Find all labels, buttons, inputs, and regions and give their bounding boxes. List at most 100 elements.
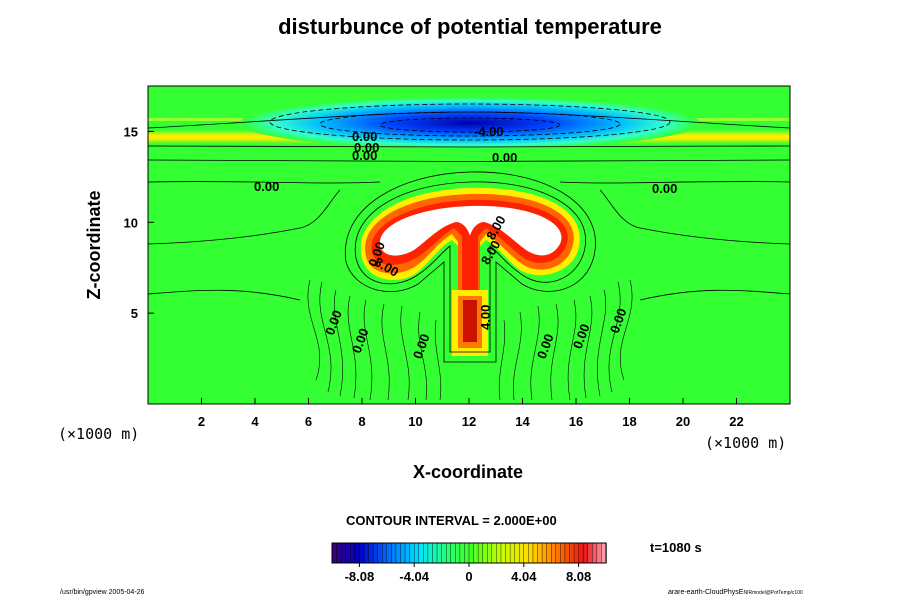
contour-label: 0.00 xyxy=(652,181,677,196)
colorbar: -8.08 -4.04 0 4.04 8.08 xyxy=(331,542,607,584)
x-unit-label-left: (×1000 m) xyxy=(58,425,139,443)
colorbar-cell xyxy=(345,542,351,564)
colorbar-cell xyxy=(541,542,548,564)
colorbar-cell xyxy=(564,542,571,564)
colorbar-cell xyxy=(578,542,584,564)
z-tick-label: 10 xyxy=(124,215,138,230)
colorbar-cell xyxy=(372,542,379,564)
x-tick-label: 16 xyxy=(569,414,583,429)
colorbar-cell xyxy=(350,542,356,564)
colorbar-cell xyxy=(514,542,520,564)
contour-label: 0.00 xyxy=(254,179,279,194)
contour-label: 0.00 xyxy=(352,129,377,144)
colorbar-cell xyxy=(432,542,438,564)
colorbar-cell xyxy=(427,542,434,564)
z-tick-label: 15 xyxy=(124,124,138,139)
colorbar-cell xyxy=(487,542,493,564)
x-tick-label: 10 xyxy=(408,414,422,429)
colorbar-cell xyxy=(482,542,488,564)
colorbar-cell xyxy=(441,542,447,564)
colorbar-cell xyxy=(436,542,443,564)
footer-right: arare-earth-CloudPhysENIRmodel@PotTemp/c… xyxy=(668,589,803,596)
colorbar-tick-label: 0 xyxy=(465,569,472,584)
colorbar-cell xyxy=(546,542,552,564)
colorbar-cell xyxy=(445,542,452,564)
colorbar-cell xyxy=(331,542,338,564)
x-tick-label: 2 xyxy=(198,414,205,429)
contour-field xyxy=(148,86,790,404)
colorbar-cell xyxy=(528,542,534,564)
z-axis-ticks: 5 10 15 xyxy=(124,124,154,321)
colorbar-cell xyxy=(340,542,347,564)
colorbar-cell xyxy=(464,542,470,564)
colorbar-cell xyxy=(418,542,425,564)
colorbar-cell xyxy=(551,542,557,564)
footer-right-sub: NIRmodel@PotTemp/c100 xyxy=(743,590,803,596)
colorbar-cell xyxy=(459,542,466,564)
x-tick-label: 4 xyxy=(251,414,259,429)
z-tick-label: 5 xyxy=(131,306,138,321)
colorbar-cell xyxy=(477,542,484,564)
colorbar-tick-label: 4.04 xyxy=(511,569,537,584)
x-tick-label: 18 xyxy=(622,414,636,429)
colorbar-cell xyxy=(336,542,342,564)
colorbar-cell xyxy=(455,542,461,564)
colorbar-cell xyxy=(587,542,594,564)
colorbar-cell xyxy=(468,542,475,564)
colorbar-cell xyxy=(473,542,479,564)
colorbar-cell xyxy=(404,542,411,564)
colorbar-cell xyxy=(377,542,383,564)
colorbar-cell xyxy=(496,542,502,564)
colorbar-cell xyxy=(491,542,498,564)
colorbar-cell xyxy=(423,542,429,564)
footer-right-main: arare-earth-CloudPhysE xyxy=(668,589,744,596)
contour-label: -4.00 xyxy=(474,124,504,139)
colorbar-ticks: -8.08 -4.04 0 4.04 8.08 xyxy=(345,563,591,584)
x-unit-label-right: (×1000 m) xyxy=(705,434,786,452)
colorbar-cell xyxy=(592,542,598,564)
x-tick-label: 6 xyxy=(305,414,312,429)
time-label: t=1080 s xyxy=(650,540,702,555)
x-tick-label: 14 xyxy=(515,414,530,429)
colorbar-cell xyxy=(359,542,365,564)
colorbar-cell xyxy=(555,542,562,564)
contour-label: 0.00 xyxy=(492,150,517,165)
colorbar-cell xyxy=(400,542,406,564)
colorbar-cell xyxy=(537,542,543,564)
x-tick-label: 20 xyxy=(676,414,690,429)
contour-label: 4.00 xyxy=(478,305,493,330)
colorbar-cell xyxy=(573,542,580,564)
colorbar-tick-label: -8.08 xyxy=(345,569,375,584)
x-axis-label: X-coordinate xyxy=(413,462,523,482)
colorbar-cells xyxy=(331,542,607,564)
footer-left: /usr/bin/gpview 2005-04-26 xyxy=(60,589,145,596)
colorbar-cell xyxy=(382,542,388,564)
colorbar-cell xyxy=(596,542,603,564)
x-tick-label: 12 xyxy=(462,414,476,429)
colorbar-cell xyxy=(414,542,420,564)
colorbar-cell xyxy=(500,542,507,564)
colorbar-cell xyxy=(368,542,374,564)
colorbar-cell xyxy=(509,542,516,564)
colorbar-cell xyxy=(395,542,402,564)
colorbar-cell xyxy=(519,542,525,564)
contour-interval-label: CONTOUR INTERVAL = 2.000E+00 xyxy=(346,513,557,528)
y-axis-label: Z-coordinate xyxy=(84,190,104,299)
contour-label: 0.00 xyxy=(354,140,379,155)
colorbar-cell xyxy=(505,542,511,564)
colorbar-cell xyxy=(363,542,370,564)
colorbar-cell xyxy=(354,542,361,564)
colorbar-cell xyxy=(450,542,457,564)
colorbar-tick-label: -4.04 xyxy=(399,569,429,584)
colorbar-cell xyxy=(560,542,566,564)
x-tick-label: 8 xyxy=(358,414,365,429)
colorbar-tick-label: 8.08 xyxy=(566,569,591,584)
colorbar-cell xyxy=(569,542,575,564)
colorbar-cell xyxy=(409,542,415,564)
colorbar-cell xyxy=(532,542,539,564)
colorbar-cell xyxy=(386,542,393,564)
x-axis-ticks: 2 4 6 8 10 12 14 16 18 20 22 xyxy=(198,398,744,429)
colorbar-cell xyxy=(523,542,530,564)
colorbar-cell xyxy=(391,542,397,564)
